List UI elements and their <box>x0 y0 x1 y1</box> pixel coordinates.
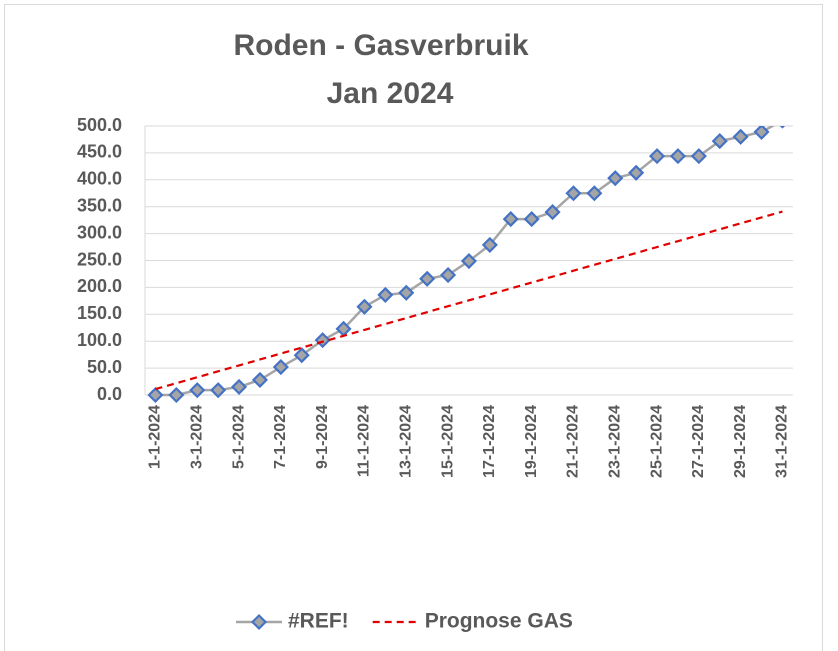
x-tick-label: 17-1-2024 <box>481 405 498 478</box>
data-point <box>460 252 478 270</box>
x-tick-label: 15-1-2024 <box>439 405 456 478</box>
legend-marker <box>250 613 268 631</box>
data-point <box>586 185 603 202</box>
data-point <box>293 347 310 364</box>
series-line <box>155 210 783 391</box>
data-point <box>251 371 269 388</box>
data-point <box>648 148 666 165</box>
x-tick-label: 23-1-2024 <box>606 405 623 478</box>
legend-label: Prognose GAS <box>425 610 573 633</box>
x-tick-label: 5-1-2024 <box>230 405 247 469</box>
data-point <box>230 378 248 395</box>
data-point <box>419 270 436 287</box>
data-point <box>544 204 561 221</box>
y-tick-label: 500.0 <box>77 115 122 135</box>
x-tick-label: 3-1-2024 <box>188 405 205 469</box>
x-tick-label: 27-1-2024 <box>690 405 707 478</box>
data-point <box>272 358 289 376</box>
y-tick-label: 350.0 <box>77 195 122 215</box>
data-point <box>481 236 498 253</box>
data-point <box>523 211 540 228</box>
data-point <box>669 148 687 165</box>
x-tick-label: 21-1-2024 <box>565 405 582 478</box>
axis-labels: 0.0 50.0 100.0 150.0 200.0 250.0 300.0 350.0 400… <box>77 115 791 478</box>
data-point <box>753 126 770 140</box>
x-tick-label: 13-1-2024 <box>397 405 414 478</box>
grid <box>144 125 793 396</box>
data-point <box>398 284 415 301</box>
x-tick-label: 11-1-2024 <box>356 405 373 477</box>
x-tick-label: 7-1-2024 <box>272 405 289 469</box>
y-tick-label: 50.0 <box>87 357 122 377</box>
y-tick-label: 100.0 <box>77 330 122 350</box>
data-point <box>377 286 394 303</box>
x-tick-label: 31-1-2024 <box>774 405 791 478</box>
data-point <box>690 148 707 165</box>
chart-subtitle: Jan 2024 <box>327 77 454 110</box>
legend-label: #REF! <box>288 610 349 633</box>
data-point <box>502 211 519 228</box>
x-tick-label: 25-1-2024 <box>648 405 665 478</box>
data-point <box>147 386 164 404</box>
data-point <box>439 266 457 284</box>
data-point <box>210 382 227 399</box>
data-point <box>356 298 373 315</box>
data-point <box>628 164 645 181</box>
chart-frame <box>4 4 823 651</box>
chart-title: Roden - Gasverbruik <box>233 29 528 62</box>
y-tick-label: 0.0 <box>97 384 122 404</box>
y-tick-label: 250.0 <box>77 249 122 269</box>
x-tick-label: 29-1-2024 <box>732 405 749 478</box>
y-tick-label: 200.0 <box>77 276 122 296</box>
data-point <box>607 170 624 187</box>
y-tick-label: 150.0 <box>77 303 122 323</box>
x-tick-label: 1-1-2024 <box>147 405 164 469</box>
y-tick-label: 300.0 <box>77 222 122 242</box>
data-point <box>779 126 786 129</box>
x-tick-label: 19-1-2024 <box>523 405 540 478</box>
y-tick-label: 400.0 <box>77 169 122 189</box>
data-point <box>732 128 749 145</box>
data-point <box>168 386 185 404</box>
y-tick-label: 450.0 <box>77 142 122 162</box>
x-tick-label: 9-1-2024 <box>314 405 331 469</box>
data-point <box>565 185 582 202</box>
plot-area <box>147 126 786 404</box>
data-point <box>189 382 206 399</box>
data-point <box>711 133 728 150</box>
